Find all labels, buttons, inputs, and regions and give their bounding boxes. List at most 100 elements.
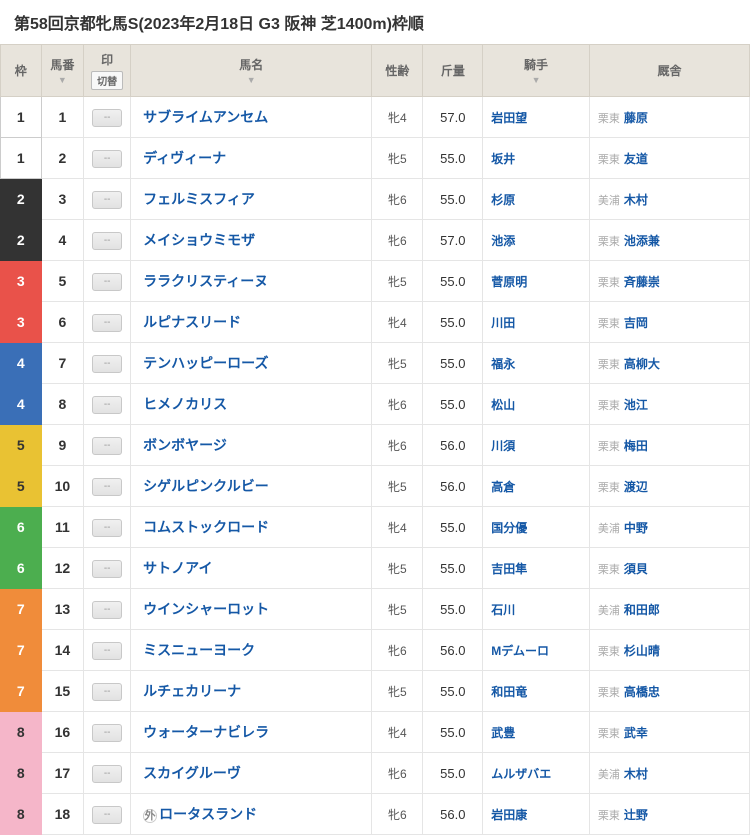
mark-button[interactable]: --	[92, 642, 122, 660]
mark-button[interactable]: --	[92, 150, 122, 168]
trainer-link[interactable]: 友道	[624, 152, 648, 166]
trainer-link[interactable]: 木村	[624, 193, 648, 207]
stable-location: 栗東	[598, 810, 620, 822]
table-row: 6 12 -- サトノアイ 牝5 55.0 吉田隼 栗東須貝	[1, 548, 750, 589]
jockey-link[interactable]: 川田	[483, 302, 590, 343]
mark-button[interactable]: --	[92, 683, 122, 701]
waku-cell: 7	[1, 589, 42, 630]
horse-number: 1	[41, 97, 84, 138]
horse-link[interactable]: ウインシャーロット	[143, 601, 269, 617]
waku-cell: 1	[1, 138, 42, 179]
mark-button[interactable]: --	[92, 806, 122, 824]
trainer-link[interactable]: 藤原	[624, 111, 648, 125]
trainer-link[interactable]: 中野	[624, 521, 648, 535]
jockey-link[interactable]: 国分優	[483, 507, 590, 548]
header-sex-age[interactable]: 性齢	[372, 45, 423, 97]
mark-button[interactable]: --	[92, 314, 122, 332]
table-row: 3 6 -- ルピナスリード 牝4 55.0 川田 栗東吉岡	[1, 302, 750, 343]
stable-location: 栗東	[598, 482, 620, 494]
mark-button[interactable]: --	[92, 191, 122, 209]
jockey-link[interactable]: 坂井	[483, 138, 590, 179]
jockey-link[interactable]: ムルザバエ	[483, 753, 590, 794]
trainer-link[interactable]: 高柳大	[624, 357, 660, 371]
stable-location: 栗東	[598, 400, 620, 412]
header-jockey[interactable]: 騎手 ▼	[483, 45, 590, 97]
jockey-link[interactable]: 岩田望	[483, 97, 590, 138]
mark-cell: --	[84, 630, 131, 671]
mark-cell: --	[84, 671, 131, 712]
mark-cell: --	[84, 548, 131, 589]
horse-link[interactable]: コムストックロード	[143, 519, 269, 535]
mark-button[interactable]: --	[92, 232, 122, 250]
jockey-link[interactable]: 高倉	[483, 466, 590, 507]
jockey-link[interactable]: 杉原	[483, 179, 590, 220]
trainer-link[interactable]: 木村	[624, 767, 648, 781]
mark-button[interactable]: --	[92, 273, 122, 291]
header-stable[interactable]: 厩舎	[589, 45, 749, 97]
trainer-link[interactable]: 渡辺	[624, 480, 648, 494]
mark-button[interactable]: --	[92, 560, 122, 578]
trainer-link[interactable]: 高橋忠	[624, 685, 660, 699]
stable-cell: 栗東池江	[589, 384, 749, 425]
jockey-link[interactable]: 池添	[483, 220, 590, 261]
horse-link[interactable]: メイショウミモザ	[143, 232, 255, 248]
mark-button[interactable]: --	[92, 437, 122, 455]
mark-button[interactable]: --	[92, 765, 122, 783]
jockey-link[interactable]: 川須	[483, 425, 590, 466]
mark-button[interactable]: --	[92, 519, 122, 537]
horse-link[interactable]: サブライムアンセム	[143, 109, 268, 125]
mark-button[interactable]: --	[92, 601, 122, 619]
trainer-link[interactable]: 和田郎	[624, 603, 660, 617]
horse-name-cell: スカイグルーヴ	[131, 753, 372, 794]
horse-link[interactable]: ヒメノカリス	[143, 396, 227, 412]
mark-button[interactable]: --	[92, 396, 122, 414]
mark-button[interactable]: --	[92, 478, 122, 496]
jockey-link[interactable]: 松山	[483, 384, 590, 425]
trainer-link[interactable]: 杉山晴	[624, 644, 660, 658]
trainer-link[interactable]: 池江	[624, 398, 648, 412]
mark-button[interactable]: --	[92, 724, 122, 742]
mark-cell: --	[84, 507, 131, 548]
table-row: 3 5 -- ララクリスティーヌ 牝5 55.0 菅原明 栗東斉藤崇	[1, 261, 750, 302]
horse-link[interactable]: サトノアイ	[143, 560, 212, 576]
horse-link[interactable]: シゲルピンクルビー	[143, 478, 269, 494]
header-horse[interactable]: 馬名 ▼	[131, 45, 372, 97]
jockey-link[interactable]: 和田竜	[483, 671, 590, 712]
trainer-link[interactable]: 須貝	[624, 562, 648, 576]
mark-cell: --	[84, 384, 131, 425]
jockey-link[interactable]: 石川	[483, 589, 590, 630]
mark-toggle-button[interactable]: 切替	[91, 71, 123, 90]
header-num[interactable]: 馬番 ▼	[41, 45, 84, 97]
horse-link[interactable]: テンハッピーローズ	[143, 355, 268, 371]
horse-link[interactable]: ディヴィーナ	[143, 150, 226, 166]
trainer-link[interactable]: 池添兼	[624, 234, 660, 248]
trainer-link[interactable]: 梅田	[624, 439, 648, 453]
trainer-link[interactable]: 武幸	[624, 726, 648, 740]
mark-cell: --	[84, 466, 131, 507]
sex-age: 牝6	[372, 384, 423, 425]
trainer-link[interactable]: 辻野	[624, 808, 648, 822]
jockey-link[interactable]: 菅原明	[483, 261, 590, 302]
horse-link[interactable]: フェルミスフィア	[143, 191, 255, 207]
header-waku[interactable]: 枠	[1, 45, 42, 97]
horse-link[interactable]: ボンボヤージ	[143, 437, 227, 453]
horse-link[interactable]: ウォーターナビレラ	[143, 724, 269, 740]
horse-name-cell: サトノアイ	[131, 548, 372, 589]
jockey-link[interactable]: Mデムーロ	[483, 630, 590, 671]
jockey-link[interactable]: 武豊	[483, 712, 590, 753]
horse-link[interactable]: ミスニューヨーク	[143, 642, 255, 658]
mark-button[interactable]: --	[92, 355, 122, 373]
horse-link[interactable]: ルチェカリーナ	[143, 683, 241, 699]
stable-location: 美浦	[598, 523, 620, 535]
horse-link[interactable]: ルピナスリード	[143, 314, 241, 330]
jockey-link[interactable]: 福永	[483, 343, 590, 384]
horse-link[interactable]: ララクリスティーヌ	[143, 273, 268, 289]
horse-link[interactable]: スカイグルーヴ	[143, 765, 241, 781]
stable-location: 栗東	[598, 646, 620, 658]
trainer-link[interactable]: 吉岡	[624, 316, 648, 330]
mark-button[interactable]: --	[92, 109, 122, 127]
header-weight[interactable]: 斤量	[423, 45, 483, 97]
horse-link[interactable]: ロータスランド	[159, 806, 257, 822]
trainer-link[interactable]: 斉藤崇	[624, 275, 660, 289]
jockey-link[interactable]: 吉田隼	[483, 548, 590, 589]
